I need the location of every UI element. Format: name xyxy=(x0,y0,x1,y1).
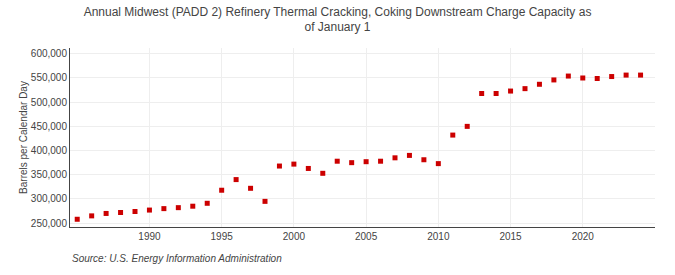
svg-text:1990: 1990 xyxy=(138,231,161,242)
svg-text:Annual Midwest (PADD 2) Refine: Annual Midwest (PADD 2) Refinery Thermal… xyxy=(84,5,592,35)
svg-text:1995: 1995 xyxy=(211,231,234,242)
svg-text:2000: 2000 xyxy=(283,231,306,242)
svg-text:2020: 2020 xyxy=(572,231,595,242)
svg-text:Barrels per Calendar Day: Barrels per Calendar Day xyxy=(18,81,29,194)
svg-text:350,000: 350,000 xyxy=(31,169,68,180)
svg-text:250,000: 250,000 xyxy=(31,218,68,229)
svg-text:300,000: 300,000 xyxy=(31,193,68,204)
svg-text:500,000: 500,000 xyxy=(31,97,68,108)
svg-text:550,000: 550,000 xyxy=(31,72,68,83)
svg-text:600,000: 600,000 xyxy=(31,48,68,59)
svg-text:Source: U.S. Energy Informatio: Source: U.S. Energy Information Administ… xyxy=(72,253,282,264)
svg-text:2010: 2010 xyxy=(427,231,450,242)
svg-text:2005: 2005 xyxy=(355,231,378,242)
svg-text:400,000: 400,000 xyxy=(31,145,68,156)
svg-text:450,000: 450,000 xyxy=(31,121,68,132)
svg-text:2015: 2015 xyxy=(499,231,522,242)
